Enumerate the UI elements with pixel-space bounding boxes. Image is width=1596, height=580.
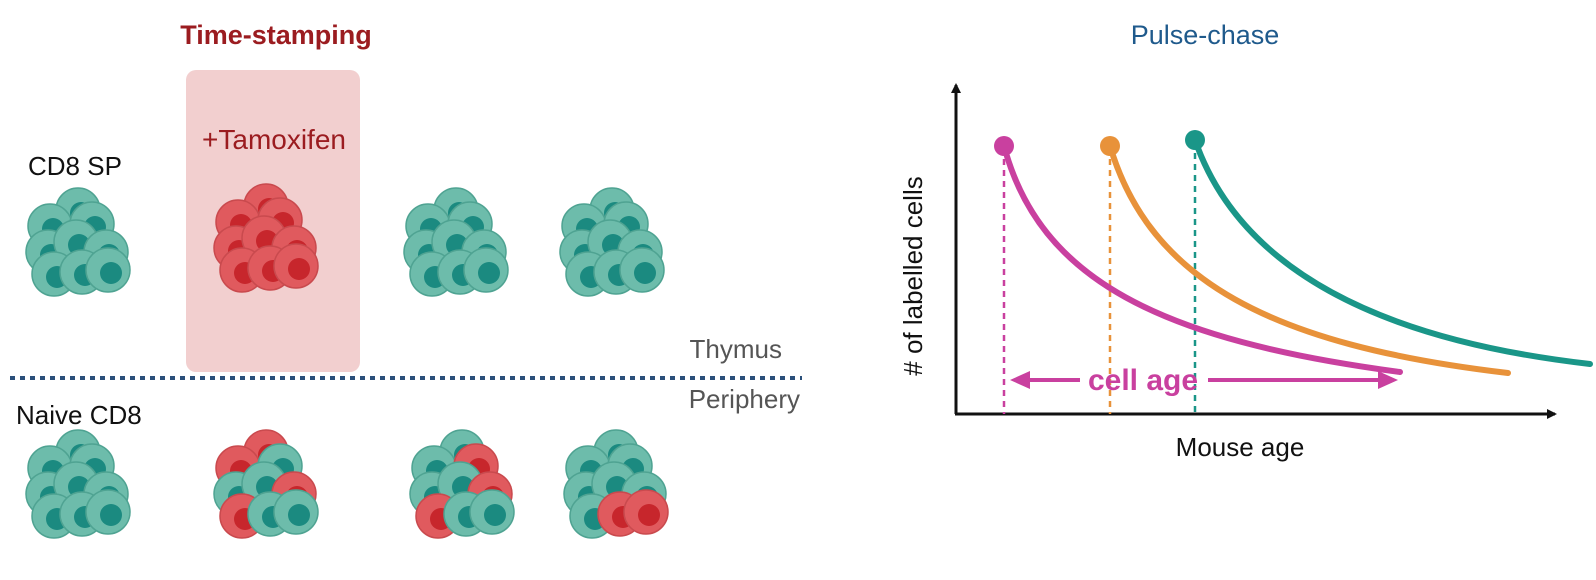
cell-nucleus	[288, 504, 310, 526]
cell-nucleus	[100, 504, 122, 526]
labelled-cell-cluster	[213, 183, 319, 293]
orange-start-dot	[1100, 136, 1120, 156]
cell-age-label: cell age	[1088, 364, 1198, 397]
time-stamping-panel: Time-stamping +Tamoxifen CD8 SP Naive CD…	[10, 20, 802, 539]
pulse-chase-title: Pulse-chase	[1131, 20, 1280, 50]
cell-nucleus	[100, 262, 122, 284]
mixed-cell-cluster	[563, 429, 669, 539]
time-stamping-title: Time-stamping	[180, 20, 372, 50]
periphery-label: Periphery	[689, 384, 800, 414]
orange-decay-curve	[1107, 143, 1511, 376]
unlabelled-cell-cluster	[25, 429, 131, 539]
x-axis-label: Mouse age	[1176, 432, 1305, 462]
teal-decay-curve	[1192, 137, 1593, 367]
cell-nucleus	[478, 262, 500, 284]
y-axis-label: # of labelled cells	[898, 176, 928, 375]
cell-nucleus	[288, 258, 310, 280]
unlabelled-cell-cluster	[559, 187, 665, 297]
cell-nucleus	[638, 504, 660, 526]
cell-age-arrowhead-right	[1378, 371, 1398, 389]
magenta-decay-curve	[1001, 143, 1403, 375]
cell-age-arrowhead-left	[1010, 371, 1030, 389]
cell-nucleus	[634, 262, 656, 284]
cell-nucleus	[484, 504, 506, 526]
pulse-chase-panel: Pulse-chase # of labelled cells Mouse ag…	[898, 20, 1593, 462]
mixed-cell-cluster	[409, 429, 515, 539]
tamoxifen-label: +Tamoxifen	[202, 124, 346, 155]
thymus-label: Thymus	[690, 334, 782, 364]
teal-start-dot	[1185, 130, 1205, 150]
unlabelled-cell-cluster	[25, 187, 131, 297]
naive-cd8-label: Naive CD8	[16, 400, 142, 430]
unlabelled-cell-cluster	[403, 187, 509, 297]
mixed-cell-cluster	[213, 429, 319, 539]
cd8-sp-label: CD8 SP	[28, 151, 122, 181]
cell-clusters	[25, 183, 669, 539]
magenta-start-dot	[994, 136, 1014, 156]
